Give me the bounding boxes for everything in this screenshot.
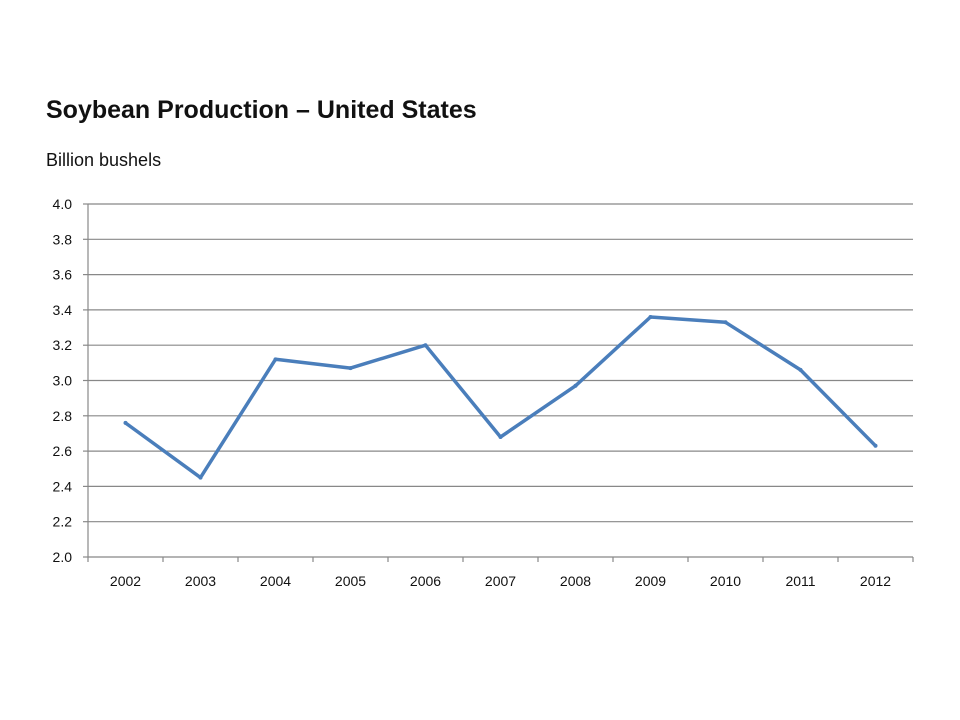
x-tick-label: 2011 — [785, 573, 815, 589]
x-tick-label: 2006 — [410, 573, 441, 589]
y-tick-label: 2.6 — [53, 443, 73, 459]
x-tick-label: 2009 — [635, 573, 666, 589]
x-tick-label: 2005 — [335, 573, 366, 589]
y-tick-label: 3.0 — [53, 373, 73, 389]
y-tick-labels: 2.0 2.2 2.4 2.6 2.8 3.0 3.2 3.4 3.6 3.8 4.0 — [53, 196, 73, 565]
y-tick-label: 2.8 — [53, 408, 73, 424]
x-tick-label: 2010 — [710, 573, 741, 589]
gridlines — [88, 203, 913, 523]
x-tick-label: 2007 — [485, 573, 516, 589]
x-tick-label: 2003 — [185, 573, 216, 589]
data-point — [723, 320, 728, 325]
y-tick-label: 3.6 — [53, 267, 73, 283]
chart-subtitle: Billion bushels — [46, 150, 162, 170]
y-tick-label: 2.2 — [53, 514, 73, 530]
data-point — [573, 383, 578, 388]
x-tick-label: 2008 — [560, 573, 591, 589]
x-tick-labels: 2002 2003 2004 2005 2006 2007 2008 2009 2010 2011… — [110, 573, 891, 589]
y-tick-label: 3.4 — [53, 302, 73, 318]
data-point — [198, 475, 203, 480]
y-tick-label: 4.0 — [53, 196, 73, 212]
data-point — [423, 343, 428, 348]
x-tick-label: 2004 — [260, 573, 291, 589]
chart-title: Soybean Production – United States — [46, 96, 477, 124]
data-point — [873, 443, 878, 448]
y-tick-label: 3.8 — [53, 231, 73, 247]
data-point — [498, 434, 503, 439]
data-point — [798, 367, 803, 372]
y-tick-label: 3.2 — [53, 337, 73, 353]
series-line — [123, 315, 878, 480]
series-layer — [123, 314, 878, 480]
x-tick-label: 2002 — [110, 573, 141, 589]
y-tick-label: 2.4 — [53, 478, 73, 494]
x-tick-label: 2012 — [860, 573, 891, 589]
axes — [83, 203, 914, 562]
data-point — [648, 314, 653, 319]
y-tick-label: 2.0 — [53, 549, 73, 565]
data-point — [348, 366, 353, 371]
data-point — [123, 420, 128, 425]
data-point — [273, 357, 278, 362]
